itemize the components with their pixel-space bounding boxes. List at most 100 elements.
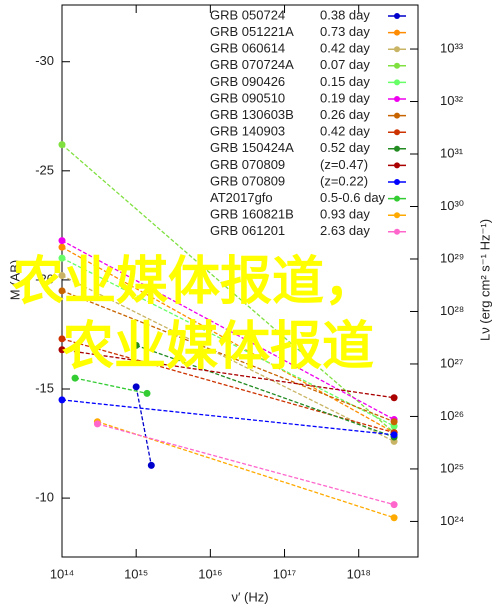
data-point	[390, 418, 398, 426]
data-point	[390, 514, 398, 522]
legend-marker	[394, 145, 400, 152]
y2-tick-label: 10²⁸	[440, 303, 464, 318]
legend-name: GRB 090510	[210, 90, 285, 105]
plot-frame	[61, 4, 419, 558]
legend-time: 2.63 day	[320, 223, 370, 238]
legend-time: 0.42 day	[320, 124, 370, 139]
y2-tick-label: 10²⁶	[440, 408, 464, 423]
series-line	[61, 290, 395, 423]
legend-name: GRB 060614	[210, 41, 285, 56]
y-tick-label: -20	[35, 271, 54, 286]
y2-axis-label: Lν (erg cm² s⁻¹ Hz⁻¹)	[477, 219, 492, 341]
y2-tick-label: 10³²	[440, 93, 464, 108]
series-line	[61, 338, 395, 434]
legend-time: 0.38 day	[320, 7, 370, 22]
data-point	[58, 396, 66, 404]
y-tick-label: -10	[35, 490, 54, 505]
data-point	[132, 341, 140, 349]
x-tick-label: 10¹⁶	[198, 566, 222, 581]
y2-tick-label: 10³⁰	[440, 198, 464, 213]
data-point	[58, 346, 66, 354]
watermark: 农业媒体报道，	[12, 252, 376, 312]
series-line	[74, 377, 148, 394]
series-line	[97, 423, 395, 506]
series-line	[135, 344, 395, 438]
legend-marker	[394, 13, 400, 19]
y-tick-label: -15	[35, 380, 54, 395]
series-line	[61, 144, 395, 434]
x-tick-label: 10¹⁴	[50, 566, 74, 581]
data-point	[58, 141, 66, 149]
y2-tick-label: 10³¹	[440, 145, 464, 160]
legend-name: GRB 160821B	[210, 207, 294, 222]
data-point	[58, 237, 66, 245]
legend-marker	[394, 46, 400, 53]
series-line	[61, 246, 395, 434]
legend-time: 0.26 day	[320, 107, 370, 122]
data-point	[93, 420, 101, 428]
legend-time: 0.93 day	[320, 207, 370, 222]
legend-time: 0.52 day	[320, 140, 370, 155]
legend-marker	[394, 162, 400, 169]
legend-time: 0.5-0.6 day	[320, 190, 386, 205]
legend-marker	[394, 129, 400, 136]
data-point	[58, 287, 66, 295]
legend-marker	[394, 29, 400, 36]
legend-time: 0.42 day	[320, 41, 370, 56]
series-line	[97, 421, 395, 519]
legend-name: GRB 061201	[210, 223, 285, 238]
y2-tick-label: 10²⁴	[440, 513, 464, 528]
y-tick-label: -30	[35, 53, 54, 68]
legend-marker	[394, 112, 400, 119]
y2-tick-label: 10³³	[440, 40, 464, 55]
legend-marker	[394, 228, 400, 235]
x-axis-label: ν′ (Hz)	[231, 589, 268, 604]
legend-marker	[394, 212, 400, 219]
data-point	[58, 254, 66, 262]
x-tick-label: 10¹⁸	[347, 566, 371, 581]
legend-marker	[394, 179, 400, 185]
legend-time: (z=0.47)	[320, 157, 368, 172]
data-point	[147, 461, 155, 469]
y2-tick-label: 10²⁵	[440, 460, 464, 475]
legend-name: GRB 051221A	[210, 24, 294, 39]
series-line	[135, 386, 152, 466]
data-point	[132, 383, 140, 391]
data-point	[58, 335, 66, 343]
y2-tick-label: 10²⁷	[440, 355, 464, 370]
legend-marker	[394, 195, 400, 202]
legend-time: 0.19 day	[320, 90, 370, 105]
legend-name: GRB 150424A	[210, 140, 294, 155]
legend-marker	[394, 62, 400, 69]
legend-marker	[394, 96, 400, 102]
legend-name: GRB 070724A	[210, 57, 294, 72]
legend-name: GRB 050724	[210, 7, 285, 22]
data-point	[390, 431, 398, 439]
series-line	[61, 399, 395, 436]
legend-name: GRB 070809	[210, 157, 285, 172]
legend-time: 0.07 day	[320, 57, 370, 72]
legend-marker	[394, 79, 400, 86]
data-point	[143, 389, 151, 397]
legend-name: GRB 090426	[210, 74, 285, 89]
legend-name: GRB 130603B	[210, 107, 294, 122]
series-line	[61, 349, 395, 399]
x-tick-label: 10¹⁷	[273, 566, 297, 581]
x-tick-label: 10¹⁵	[124, 566, 148, 581]
series-line	[61, 257, 395, 427]
y2-tick-label: 10²⁹	[440, 250, 464, 265]
legend-time: (z=0.22)	[320, 173, 368, 188]
data-point	[58, 272, 66, 280]
legend-time: 0.15 day	[320, 74, 370, 89]
data-point	[58, 243, 66, 251]
legend-time: 0.73 day	[320, 24, 370, 39]
y-tick-label: -25	[35, 162, 54, 177]
data-point	[71, 374, 79, 382]
legend-name: GRB 070809	[210, 173, 285, 188]
data-point	[390, 394, 398, 402]
watermark: 农业媒体报道	[62, 317, 374, 377]
legend-name: GRB 140903	[210, 124, 285, 139]
series-line	[61, 274, 395, 442]
